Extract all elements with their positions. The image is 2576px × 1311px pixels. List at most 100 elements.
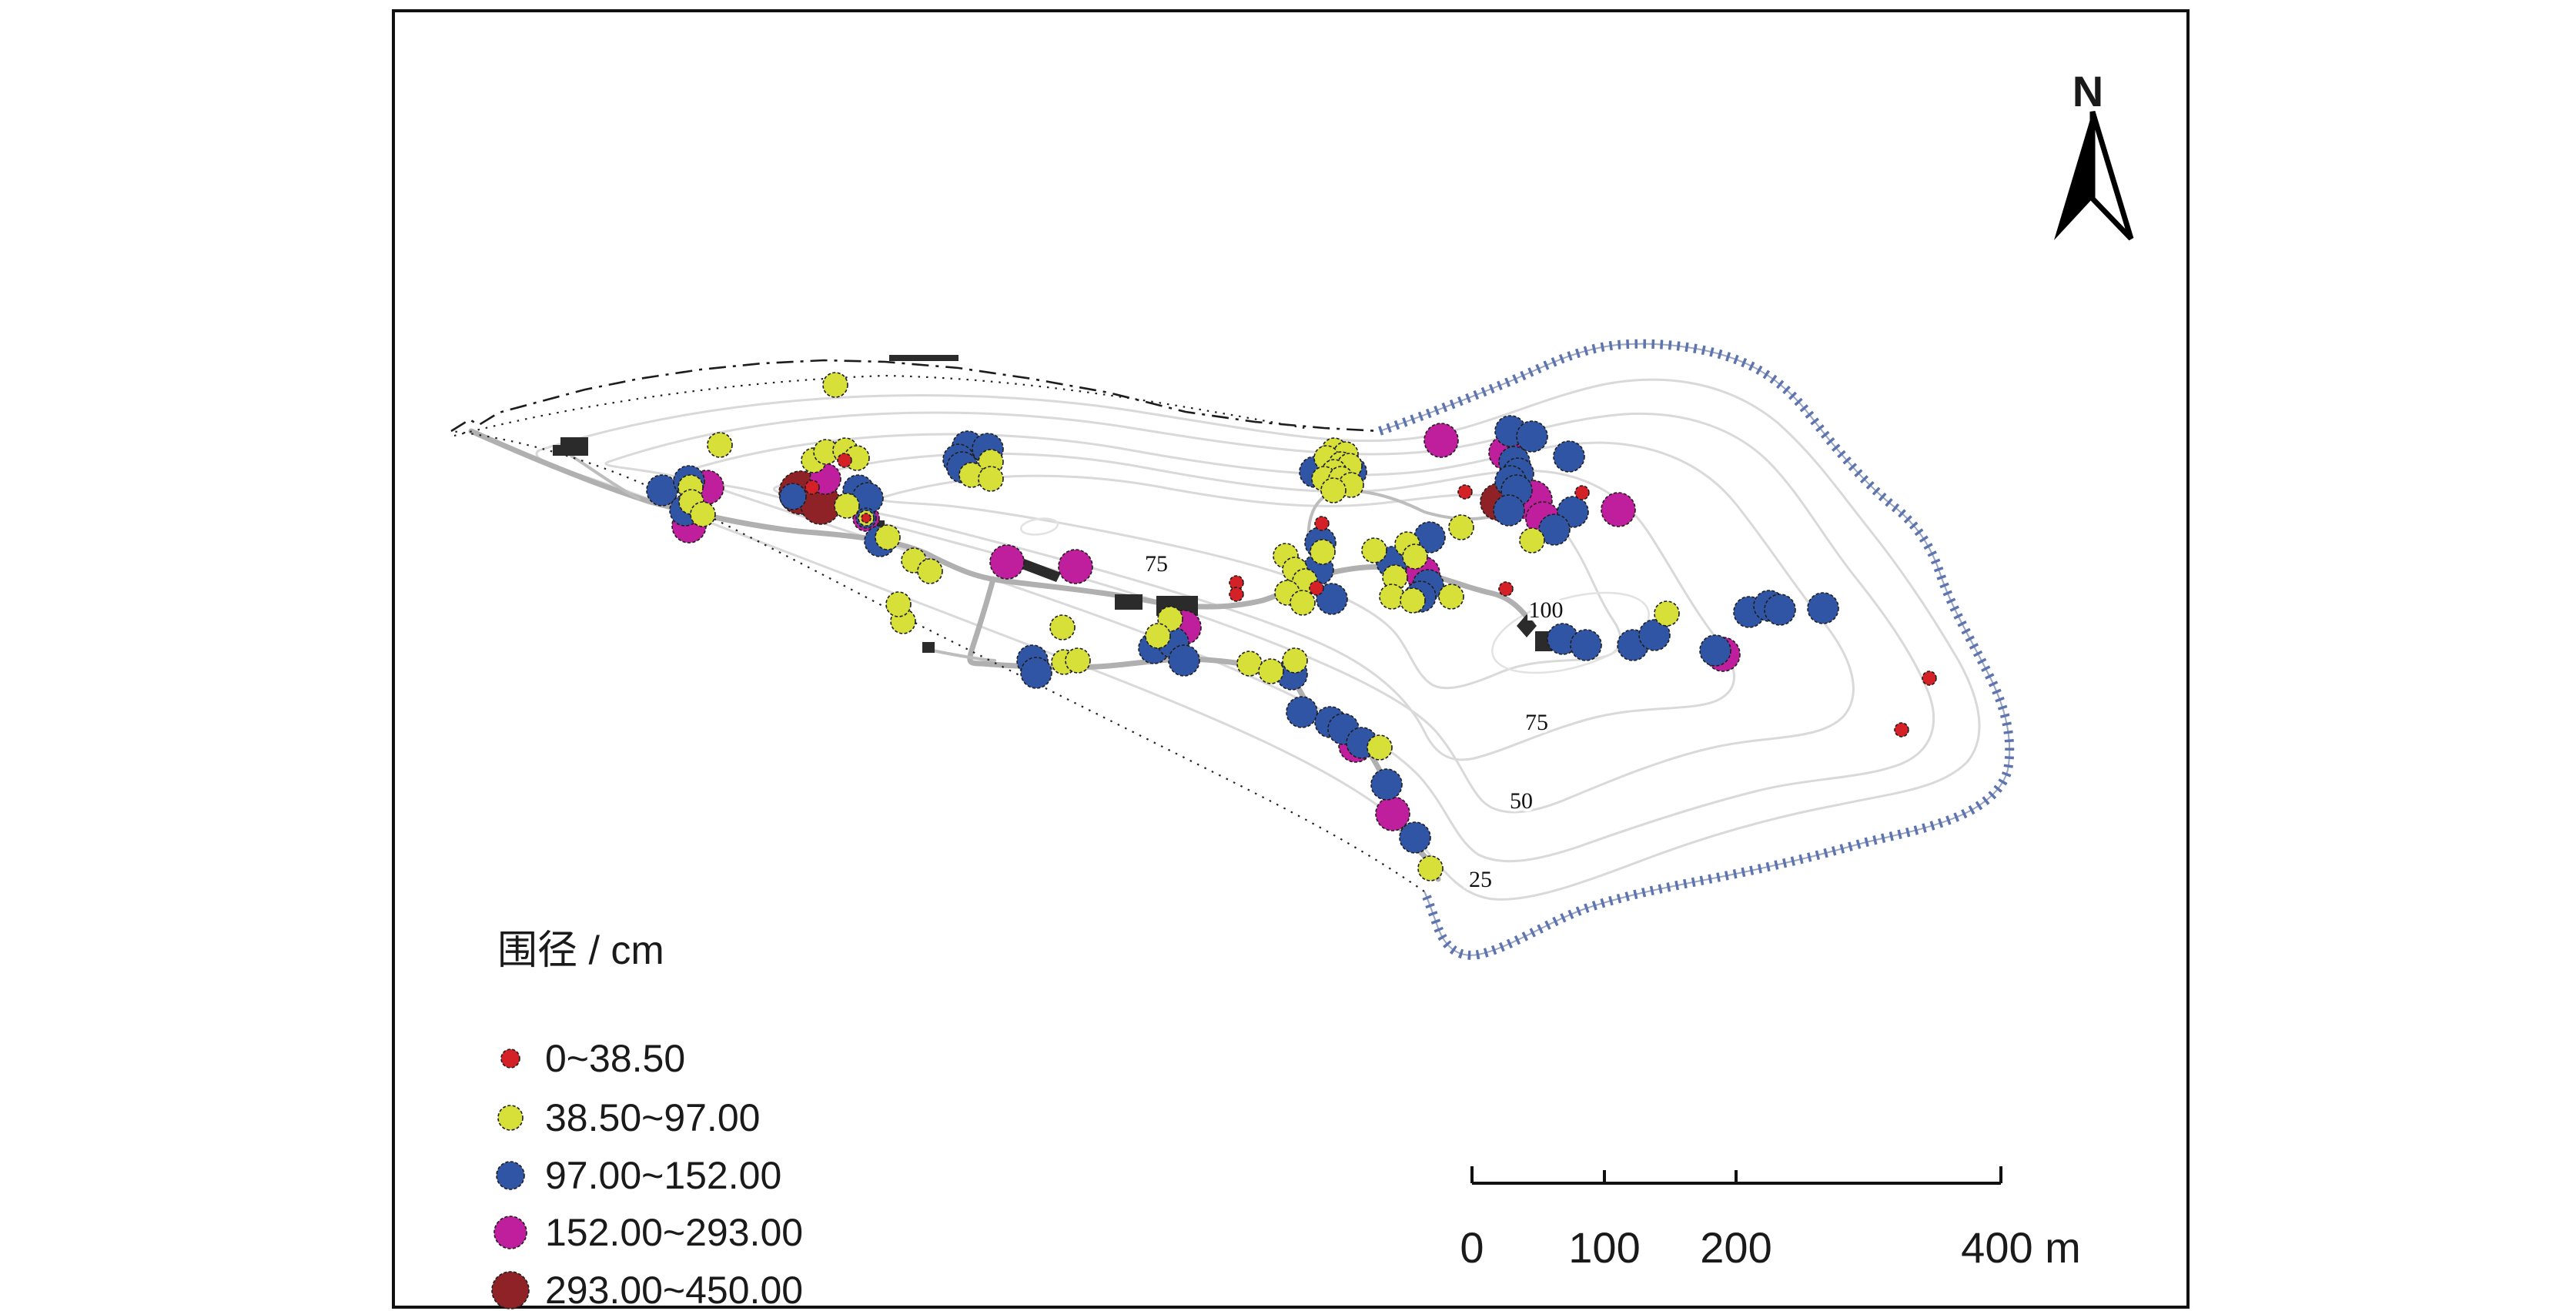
tree-point [1282,647,1308,674]
tree-point [1570,629,1602,661]
legend-item-label: 152.00~293.00 [545,1211,803,1254]
legend-item-label: 97.00~152.00 [545,1154,781,1197]
tree-point [1049,614,1076,640]
contour-label: 100 [1529,597,1564,623]
tree-point [875,524,901,550]
tree-point [1638,619,1671,651]
tree-point [707,432,733,458]
tree-point [861,513,871,523]
inner-coast-dots [453,374,1310,437]
tree-point [1601,492,1636,527]
tree-point [1320,477,1347,503]
tree-point [834,493,860,519]
tree-point [1020,657,1052,689]
tree-point [1370,768,1403,801]
contour-label: 75 [1525,710,1548,735]
tree-point [1314,516,1330,531]
tree-point [805,480,820,495]
tree-point [1286,696,1318,728]
legend-item-label: 0~38.50 [545,1037,685,1080]
tree-point [1654,600,1680,627]
legend: 围径 / cm 0~38.50 38.50~97.00 97.00~152.00 15… [491,928,803,1311]
tree-point [1417,855,1444,881]
tree-point [1519,527,1545,553]
tree-point [1894,722,1909,737]
tree-point [1168,644,1200,677]
north-label: N [2073,67,2103,115]
legend-item-label: 38.50~97.00 [545,1096,760,1139]
tree-point [1538,513,1571,546]
tree-point [1457,484,1473,500]
tree-point [1493,494,1525,527]
legend-swatch [496,1161,525,1190]
tree-girth-points [646,372,1937,881]
tree-point [885,591,912,617]
tree-point [1157,606,1183,632]
tree-point [690,501,716,527]
island-boundary [450,339,2015,960]
tree-point [1448,514,1474,540]
tree-point [1310,539,1336,565]
tree-point [1236,650,1263,677]
legend-item-label: 293.00~450.00 [545,1269,803,1311]
tree-point [844,445,870,471]
north-coastline [450,359,1380,433]
contour-labels: 75 100 75 50 25 [1142,548,1567,895]
roads [468,428,1535,882]
legend-swatch [493,1216,527,1249]
tree-point [837,453,852,468]
contour-label: 25 [1469,867,1492,892]
east-coast-hatching [1378,339,2015,960]
tree-point [1574,485,1590,500]
legend-swatch [491,1271,530,1309]
tree-point [1553,440,1585,473]
tree-point [1145,623,1171,649]
contour-label: 75 [1145,551,1168,577]
tree-point [822,372,848,398]
tree-point [1922,671,1937,686]
tree-point [1438,584,1464,610]
tree-point [1290,590,1316,616]
scale-bar-label: 200 [1700,1223,1771,1272]
tree-point [1229,587,1244,602]
tree-point [1399,821,1431,854]
tree-point [1402,543,1428,570]
north-arrow-left-half [2054,112,2093,240]
scale-bar: 0 100 200 400 m [1460,1166,2081,1272]
tree-point [1361,537,1387,564]
contour-label: 50 [1510,788,1533,814]
tree-point [1316,583,1348,615]
scale-bar-label: 400 m [1961,1223,2081,1272]
tree-point [779,483,807,510]
north-arrow-right-half [2089,110,2134,241]
legend-swatch [500,1048,520,1069]
north-arrow: N [2054,67,2134,241]
building-southwest [922,642,935,653]
building-east-diamond [1517,614,1537,637]
tree-point [1498,581,1514,597]
tree-point [1764,594,1796,626]
building-center-small [1115,594,1142,610]
southwest-coastline [450,430,1425,892]
tree-point [1309,580,1324,596]
scale-bar-label: 100 [1568,1223,1640,1272]
tree-point [1516,420,1548,453]
tree-point [1382,564,1408,590]
tree-point [1375,796,1410,831]
tree-point [917,558,943,584]
tree-point [1807,592,1839,624]
tree-point [989,544,1025,580]
tree-point [1058,549,1093,584]
scale-bar-label: 0 [1460,1223,1484,1272]
tree-point [1400,587,1426,614]
tree-point [978,466,1004,492]
building-west [553,437,588,456]
tree-point [1699,634,1731,667]
legend-title: 围径 / cm [497,928,664,973]
tree-point [1065,647,1091,674]
building-north-bar [889,355,958,361]
tree-point [1367,734,1393,761]
legend-swatch [497,1105,524,1131]
